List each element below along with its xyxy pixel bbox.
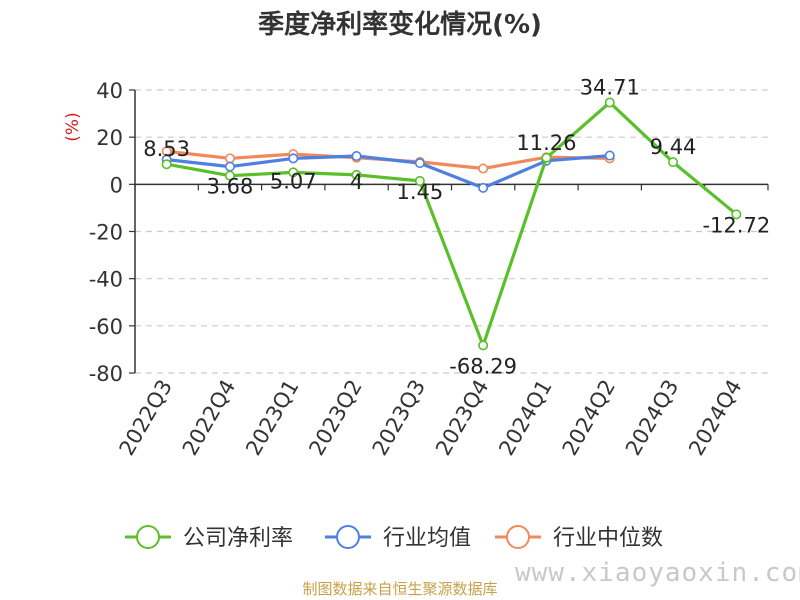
x-tick-label: 2023Q1 [241,376,303,460]
data-point [541,152,552,163]
data-point [478,340,489,351]
data-label: 5.07 [270,169,317,193]
legend-marker [506,525,530,549]
data-point [414,158,425,169]
data-point [224,161,235,172]
legend-marker [336,525,360,549]
data-point [351,169,362,180]
x-tick-label: 2022Q4 [178,376,240,460]
watermark: www.xiaoyaoxin.com [515,558,800,588]
data-point [288,153,299,164]
data-point [604,150,615,161]
y-tick-label: -40 [89,268,123,292]
data-point [351,151,362,162]
data-point [161,159,172,170]
legend-label: 行业中位数 [553,526,663,551]
data-label: 4 [350,170,363,194]
data-point [478,182,489,193]
legend-label: 公司净利率 [183,526,293,551]
data-point [478,163,489,174]
data-point [668,157,679,168]
data-label: -68.29 [449,354,517,378]
data-label: 1.45 [396,180,443,204]
y-tick-label: 20 [96,126,123,150]
data-label: 11.26 [516,131,576,155]
x-tick-label: 2024Q4 [684,376,746,460]
legend-label: 行业均值 [383,526,471,551]
series-line [166,100,738,347]
data-point [224,153,235,164]
data-point [731,209,742,220]
data-point [224,170,235,181]
y-tick-label: -80 [89,362,123,386]
y-tick-label: -20 [89,221,123,245]
data-label: 8.53 [143,137,190,161]
data-point [604,97,615,108]
y-tick-label: 40 [96,79,123,103]
data-point [288,167,299,178]
x-tick-label: 2023Q4 [431,376,493,460]
x-tick-label: 2024Q1 [494,376,556,460]
legend-marker [136,525,160,549]
data-label: -12.72 [702,213,770,237]
data-label: 9.44 [650,135,697,159]
y-tick-label: -60 [89,315,123,339]
x-tick-label: 2023Q3 [368,376,430,460]
data-label: 34.71 [580,75,640,99]
y-tick-label: 0 [110,173,123,197]
y-axis-label: (%) [63,112,83,141]
chart-title: 季度净利率变化情况(%) [258,10,542,40]
data-point [414,175,425,186]
series-line [166,154,610,190]
x-tick-label: 2023Q2 [304,376,366,460]
x-tick-label: 2024Q3 [621,376,683,460]
x-tick-label: 2022Q3 [115,376,177,460]
x-tick-label: 2024Q2 [558,376,620,460]
data-label: 3.68 [207,175,254,199]
source-note: 制图数据来自恒生聚源数据库 [302,580,498,598]
